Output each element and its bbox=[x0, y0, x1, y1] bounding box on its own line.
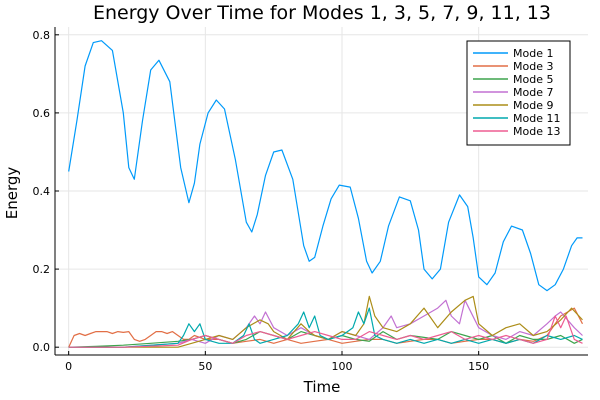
x-tick-label: 150 bbox=[468, 360, 489, 373]
x-tick-label: 50 bbox=[198, 360, 212, 373]
chart-title: Energy Over Time for Modes 1, 3, 5, 7, 9… bbox=[93, 2, 551, 24]
y-axis-label: Energy bbox=[3, 167, 21, 220]
legend-label-mode-3: Mode 3 bbox=[513, 60, 553, 73]
y-tick-label: 0.6 bbox=[33, 107, 51, 120]
y-axis-ticks: 0.0 0.2 0.4 0.6 0.8 bbox=[33, 29, 59, 354]
legend-label-mode-11: Mode 11 bbox=[513, 112, 560, 125]
x-tick-label: 100 bbox=[332, 360, 353, 373]
y-tick-label: 0.2 bbox=[33, 263, 51, 276]
series-line-mode-9 bbox=[68, 295, 583, 348]
legend-label-mode-5: Mode 5 bbox=[513, 73, 553, 86]
legend-label-mode-13: Mode 13 bbox=[513, 125, 560, 138]
series-line-mode-13 bbox=[68, 315, 583, 348]
series-lines bbox=[68, 40, 584, 348]
legend-label-mode-7: Mode 7 bbox=[513, 86, 553, 99]
legend-label-mode-9: Mode 9 bbox=[513, 99, 553, 112]
y-tick-label: 0.4 bbox=[33, 185, 51, 198]
series-line-mode-1 bbox=[68, 40, 583, 292]
x-axis-label: Time bbox=[303, 378, 341, 396]
x-tick-label: 0 bbox=[65, 360, 72, 373]
legend-label-mode-1: Mode 1 bbox=[513, 47, 553, 60]
legend-box bbox=[466, 40, 571, 146]
y-tick-label: 0.0 bbox=[33, 341, 51, 354]
y-tick-label: 0.8 bbox=[33, 29, 51, 42]
x-axis-ticks: 0 50 100 150 bbox=[65, 351, 489, 373]
